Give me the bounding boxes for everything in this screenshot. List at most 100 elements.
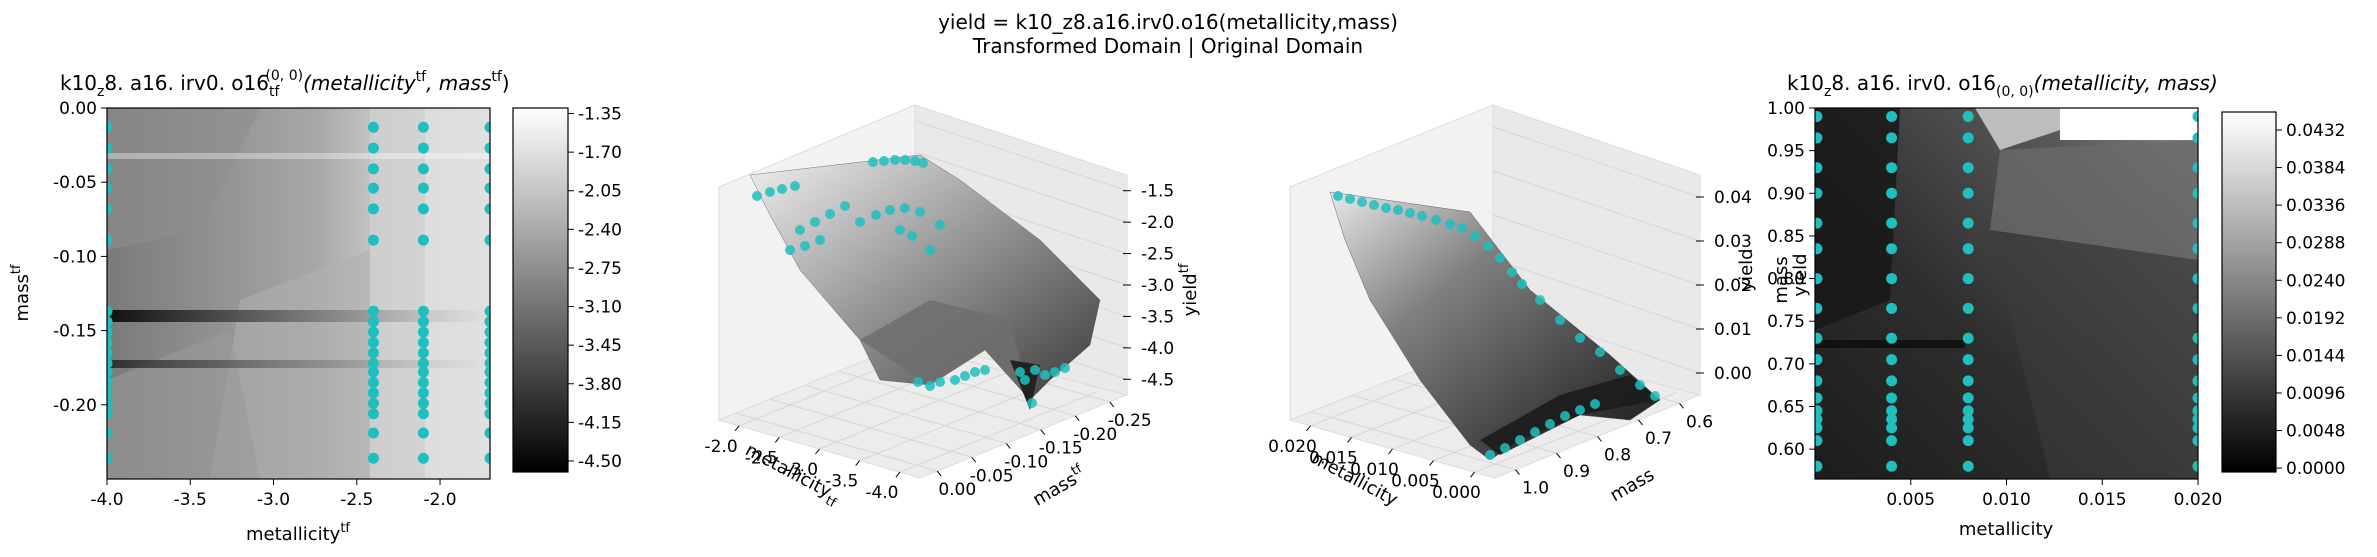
- data-point: [417, 366, 429, 378]
- y-tick-label: 0.70: [1767, 355, 1805, 375]
- data-point: [1815, 460, 1823, 472]
- y-tick-label: -0.05: [970, 466, 1014, 486]
- data-point: [107, 121, 113, 133]
- colorbar-tick-label: 0.0096: [2286, 384, 2345, 404]
- data-point: [810, 217, 820, 227]
- data-point: [1555, 315, 1565, 325]
- data-point: [790, 181, 800, 191]
- data-point: [2192, 243, 2198, 255]
- x-tick: [1470, 471, 1475, 478]
- data-point: [1431, 215, 1441, 225]
- data-point: [2192, 302, 2198, 314]
- orig-colorbar-axis: 0.0432 0.0384 0.0336 0.0288 0.0240 0.0192 0.01…: [2276, 121, 2345, 479]
- data-point: [777, 184, 787, 194]
- grid-line: [1492, 170, 1701, 242]
- colorbar-tick-label: -2.40: [578, 220, 622, 240]
- data-point: [1483, 241, 1493, 251]
- orig-surface-points: [1333, 191, 1660, 460]
- colorbar-tick-label: -2.75: [578, 259, 622, 279]
- data-point: [1962, 375, 1974, 387]
- grid-line: [770, 398, 972, 458]
- data-point: [107, 234, 113, 246]
- data-point: [367, 357, 379, 369]
- grid-line: [1310, 411, 1516, 471]
- orig-heatmap-dark-band: [1815, 340, 1965, 348]
- orig-heatmap-facet: [1990, 230, 2198, 479]
- data-point: [417, 305, 429, 317]
- data-point: [1886, 413, 1898, 425]
- data-point: [855, 217, 865, 227]
- data-point: [1575, 333, 1585, 343]
- data-point: [970, 367, 980, 377]
- orig-heatmap-facet: [1975, 108, 2060, 150]
- tf-colorbar-axis: -1.35 -1.70 -2.05 -2.40 -2.75 -3.10 -3.45 -3.80…: [568, 105, 622, 472]
- y-tick-label: 0.75: [1767, 312, 1805, 332]
- data-point: [2192, 132, 2198, 144]
- data-point: [1040, 370, 1050, 380]
- x-tick: [815, 448, 820, 455]
- x-tick-label: -3.5: [174, 490, 207, 510]
- tf-heatmap-light-band: [107, 153, 490, 159]
- data-point: [484, 316, 490, 328]
- data-point: [1886, 332, 1898, 344]
- data-point: [1545, 419, 1555, 429]
- data-point: [1962, 332, 1974, 344]
- data-point: [417, 234, 429, 246]
- grid-line: [914, 120, 1128, 192]
- y-tick-label: -0.20: [53, 396, 97, 416]
- data-point: [1495, 253, 1505, 263]
- data-point: [1886, 460, 1898, 472]
- y-tick-label: 1.0: [1522, 479, 1549, 499]
- data-point: [1962, 405, 1974, 417]
- tf-surface-axes: -2.0-2.5-3.0-3.5-4.0 0.00-0.05-0.10-0.15-…: [705, 182, 1175, 503]
- data-point: [1815, 302, 1823, 314]
- data-point: [484, 452, 490, 464]
- data-point: [417, 142, 429, 154]
- data-point: [800, 241, 810, 251]
- data-point: [1815, 243, 1823, 255]
- data-point: [1417, 211, 1427, 221]
- data-point: [107, 326, 113, 338]
- data-point: [367, 163, 379, 175]
- data-point: [935, 377, 945, 387]
- tf-surface-panel: -2.0-2.5-3.0-3.5-4.0 0.00-0.05-0.10-0.15-…: [705, 104, 1201, 511]
- data-point: [484, 142, 490, 154]
- data-point: [484, 182, 490, 194]
- y-tick: [1597, 436, 1602, 442]
- tf-surface-step: [860, 300, 1030, 400]
- x-tick: [1388, 448, 1393, 455]
- tf-colorbar: [512, 107, 569, 473]
- data-point: [1886, 405, 1898, 417]
- data-point: [107, 316, 113, 328]
- data-point: [879, 156, 889, 166]
- x-tick-label: -2.0: [423, 490, 456, 510]
- data-point: [913, 377, 923, 387]
- data-point: [367, 121, 379, 133]
- x-tick-label: 0.005: [1886, 490, 1935, 510]
- data-point: [925, 245, 935, 255]
- y-tick: [1515, 469, 1520, 476]
- data-point: [1015, 367, 1025, 377]
- data-point: [367, 397, 379, 409]
- z-tick-label: -3.0: [1141, 276, 1174, 296]
- orig-colorbar: [2221, 111, 2277, 473]
- x-tick-label: 0.005: [1391, 472, 1440, 492]
- orig-heatmap-xaxis: 0.005 0.010 0.015 0.020: [1886, 479, 2222, 510]
- data-point: [950, 375, 960, 385]
- y-tick-label: -0.15: [53, 322, 97, 342]
- colorbar-tick-label: -3.45: [578, 336, 622, 356]
- y-tick-label: -0.25: [1108, 411, 1152, 431]
- data-point: [484, 397, 490, 409]
- orig-heatmap-points: [1815, 111, 2198, 472]
- data-point: [367, 387, 379, 399]
- data-point: [1560, 411, 1570, 421]
- data-point: [484, 121, 490, 133]
- tf-heatmap-xaxis: -4.0 -3.5 -3.0 -2.5 -2.0: [90, 479, 457, 510]
- data-point: [1393, 205, 1403, 215]
- orig-heatmap-yaxis: 1.00 0.95 0.90 0.85 0.80 0.75 0.70 0.65 0.60: [1767, 99, 1815, 460]
- data-point: [484, 163, 490, 175]
- data-point: [885, 205, 895, 215]
- grid-line: [736, 412, 938, 472]
- z-tick-label: -1.5: [1141, 182, 1174, 202]
